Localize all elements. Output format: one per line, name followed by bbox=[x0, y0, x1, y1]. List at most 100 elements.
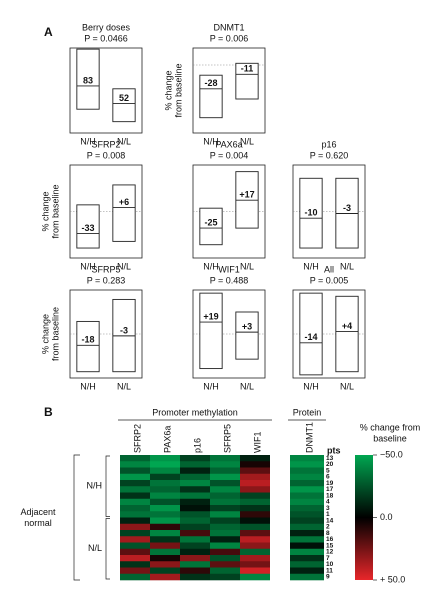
heatmap-cell bbox=[150, 505, 180, 512]
heatmap-cell bbox=[180, 505, 210, 512]
median-label: +3 bbox=[242, 321, 252, 331]
heatmap-cell bbox=[150, 461, 180, 468]
heatmap-cell bbox=[150, 511, 180, 518]
heatmap-cell bbox=[290, 536, 324, 543]
heatmap-cell bbox=[180, 467, 210, 475]
y-axis-label: from baseline bbox=[50, 307, 60, 361]
heatmap-cell bbox=[120, 498, 150, 506]
heatmap-cell bbox=[180, 567, 210, 575]
p-value: P = 0.0466 bbox=[84, 33, 128, 43]
row-label: 15 bbox=[326, 542, 334, 549]
chart-title: DNMT1 bbox=[214, 22, 245, 32]
p-value: P = 0.008 bbox=[87, 150, 126, 160]
box bbox=[76, 204, 100, 249]
x-tick-label: N/H bbox=[303, 381, 319, 391]
heatmap-cell bbox=[180, 523, 210, 531]
x-tick-label: N/H bbox=[303, 261, 319, 271]
column-label: WIF1 bbox=[252, 432, 262, 454]
heatmap-cell bbox=[180, 461, 210, 468]
heatmap-cell bbox=[210, 555, 240, 562]
chart-title: SFRP2 bbox=[91, 139, 120, 149]
heatmap-cell bbox=[210, 505, 240, 512]
median-label: 52 bbox=[119, 93, 129, 103]
heatmap-cell bbox=[180, 486, 210, 493]
heatmap-cell bbox=[120, 548, 150, 556]
heatmap-cell bbox=[150, 555, 180, 562]
chart-title: p16 bbox=[321, 139, 336, 149]
heatmap-cell bbox=[210, 467, 240, 475]
box bbox=[199, 292, 223, 370]
row-label: 6 bbox=[326, 474, 330, 481]
row-label: 1 bbox=[326, 511, 330, 518]
heatmap-cell bbox=[120, 455, 150, 462]
heatmap-cell bbox=[240, 467, 270, 475]
heatmap-cell bbox=[290, 467, 324, 475]
heatmap-cell bbox=[290, 498, 324, 506]
heatmap-cell bbox=[210, 523, 240, 531]
heatmap-cell bbox=[120, 473, 150, 481]
heatmap-cell bbox=[120, 523, 150, 531]
heatmap-cell bbox=[210, 486, 240, 493]
x-tick-label: N/L bbox=[340, 261, 354, 271]
median-label: +17 bbox=[239, 190, 254, 200]
heatmap-cell bbox=[290, 492, 324, 500]
row-label-title: pts bbox=[327, 445, 341, 455]
heatmap-cell bbox=[240, 498, 270, 506]
row-label: 11 bbox=[326, 567, 333, 574]
heatmap-cell bbox=[150, 523, 180, 531]
row-label: 12 bbox=[326, 549, 334, 556]
box bbox=[112, 184, 136, 242]
heatmap-cell bbox=[120, 573, 150, 581]
row-label: 8 bbox=[326, 530, 330, 537]
colorbar-tick-label: −50.0 bbox=[380, 449, 403, 459]
heatmap-cell bbox=[290, 523, 324, 531]
heatmap-cell bbox=[180, 511, 210, 518]
row-bracket bbox=[105, 455, 110, 517]
heatmap-cell bbox=[180, 548, 210, 556]
heatmap-cell bbox=[210, 461, 240, 468]
p-value: P = 0.283 bbox=[87, 275, 126, 285]
median-label: -3 bbox=[120, 325, 128, 335]
median-label: -25 bbox=[204, 217, 217, 227]
heatmap-cell bbox=[120, 486, 150, 493]
heatmap-cell bbox=[180, 561, 210, 568]
colorbar-tick-label: + 50.0 bbox=[380, 574, 405, 584]
p-value: P = 0.006 bbox=[210, 33, 249, 43]
heatmap-cell bbox=[120, 480, 150, 487]
heatmap-cell bbox=[240, 536, 270, 543]
x-tick-label: N/H bbox=[80, 261, 96, 271]
row-label: 4 bbox=[326, 499, 330, 506]
chart-title: PAX6a bbox=[215, 139, 242, 149]
chart-title: WIF1 bbox=[218, 264, 240, 274]
chart-title: All bbox=[324, 264, 334, 274]
heatmap-cell bbox=[240, 511, 270, 518]
row-group-label: N/L bbox=[88, 543, 102, 553]
heatmap-cell bbox=[210, 567, 240, 575]
row-group-label: N/H bbox=[87, 481, 103, 491]
heatmap-cell bbox=[210, 517, 240, 525]
median-label: -33 bbox=[81, 223, 94, 233]
heatmap-cell bbox=[240, 561, 270, 568]
heatmap-cell bbox=[290, 517, 324, 525]
heatmap-cell bbox=[180, 473, 210, 481]
heatmap-cell bbox=[210, 455, 240, 462]
x-tick-label: N/L bbox=[117, 136, 131, 146]
x-tick-label: N/L bbox=[240, 261, 254, 271]
heatmap-cell bbox=[210, 561, 240, 568]
heatmap-cell bbox=[290, 473, 324, 481]
chart-title: Berry doses bbox=[82, 22, 131, 32]
heatmap-cell bbox=[240, 530, 270, 537]
p-value: P = 0.004 bbox=[210, 150, 249, 160]
heatmap-cell bbox=[240, 567, 270, 575]
heatmap-cell bbox=[210, 473, 240, 481]
heatmap-cell bbox=[150, 517, 180, 525]
median-label: +4 bbox=[342, 321, 352, 331]
x-tick-label: N/H bbox=[203, 261, 219, 271]
heatmap-cell bbox=[120, 505, 150, 512]
heatmap-cell bbox=[240, 480, 270, 487]
heatmap-cell bbox=[240, 461, 270, 468]
row-group-title: Adjacent bbox=[20, 507, 56, 517]
median-label: -11 bbox=[241, 64, 254, 74]
column-group-label: Protein bbox=[293, 407, 322, 417]
heatmap-cell bbox=[120, 492, 150, 500]
